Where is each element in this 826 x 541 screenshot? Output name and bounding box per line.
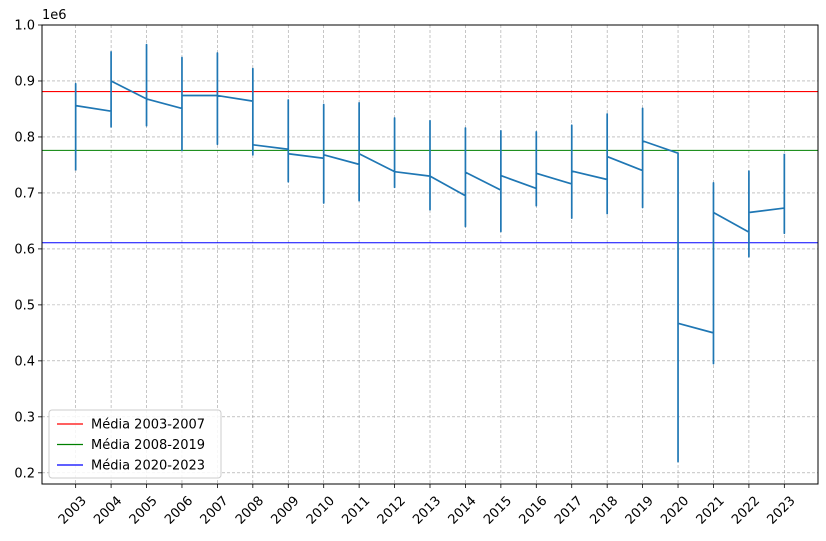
x-tick-label: 2004	[91, 494, 125, 528]
x-tick-label: 2005	[127, 494, 161, 528]
legend-label: Média 2003-2007	[91, 418, 205, 433]
x-tick-label: 2013	[410, 494, 444, 528]
x-tick-label: 2019	[623, 494, 657, 528]
x-tick-label: 2011	[339, 494, 373, 528]
x-tick-label: 2006	[162, 494, 196, 528]
x-tick-label: 2020	[658, 494, 692, 528]
x-tick-label: 2021	[694, 494, 728, 528]
x-tick-label: 2023	[765, 494, 799, 528]
x-tick-label: 2007	[198, 494, 232, 528]
legend-label: Média 2008-2019	[91, 438, 205, 453]
x-tick-label: 2015	[481, 494, 515, 528]
y-tick-label: 0.5	[14, 298, 35, 313]
legend: Média 2003-2007 Média 2008-2019 Média 2020…	[48, 409, 222, 479]
y-tick-label: 0.7	[14, 186, 35, 201]
legend-label: Média 2020-2023	[91, 459, 205, 474]
x-tick-label: 2008	[233, 494, 267, 528]
y-tick-label: 0.8	[14, 130, 35, 145]
x-tick-label: 2017	[552, 494, 586, 528]
y-tick-label: 0.2	[14, 466, 35, 481]
x-tick-label: 2018	[587, 494, 621, 528]
x-tick-label: 2010	[304, 494, 338, 528]
y-axis-offset-label: 1e6	[42, 8, 67, 23]
y-tick-label: 0.6	[14, 242, 35, 257]
x-tick-label: 2012	[375, 494, 409, 528]
series-layer	[74, 43, 786, 463]
x-tick-label: 2009	[268, 494, 302, 528]
series-line	[74, 43, 786, 463]
y-tick-label: 0.9	[14, 74, 35, 89]
y-tick-label: 1.0	[14, 19, 35, 34]
x-tick-label: 2014	[446, 494, 480, 528]
grid-layer	[42, 24, 818, 484]
x-tick-label: 2022	[729, 494, 763, 528]
x-tick-label: 2016	[516, 494, 550, 528]
y-tick-label: 0.3	[14, 410, 35, 425]
legend-box	[48, 409, 222, 479]
x-tick-label: 2003	[56, 494, 90, 528]
y-tick-label: 0.4	[14, 354, 35, 369]
